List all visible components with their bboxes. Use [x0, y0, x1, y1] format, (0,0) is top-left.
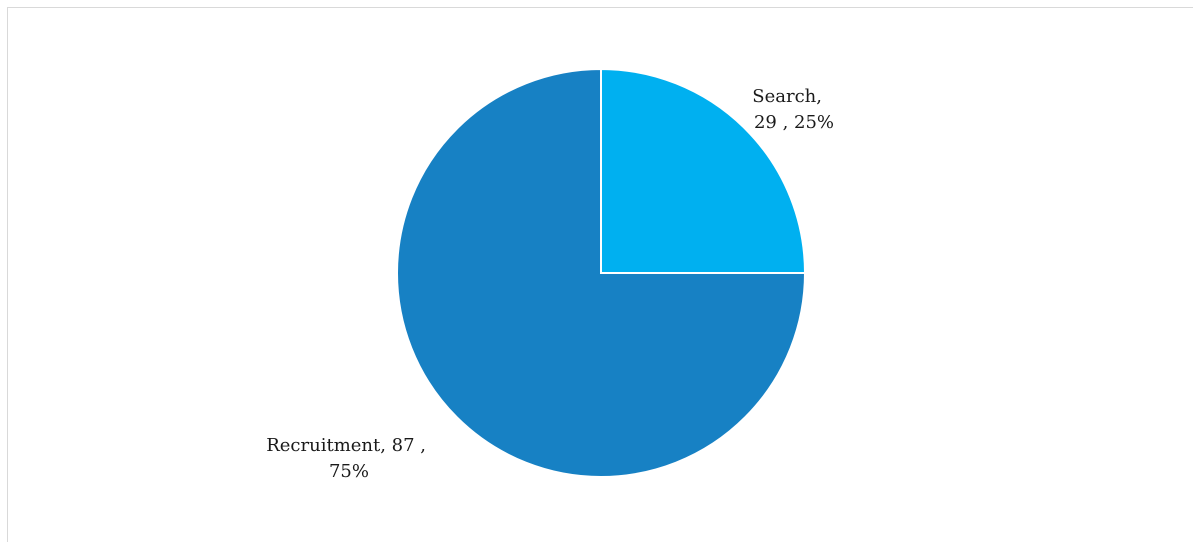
data-label-recruitment: Recruitment, 87 , 75%: [266, 435, 432, 482]
data-label-search: Search, 29 , 25%: [752, 86, 834, 133]
pie-slice-recruitment: [396, 67, 807, 478]
data-label-recruitment-line2: 75%: [329, 461, 369, 482]
data-label-search-line1: Search,: [752, 86, 822, 107]
pie-slices: [396, 67, 807, 478]
pie-slice-search: [600, 67, 807, 274]
data-label-search-line2: 29 , 25%: [754, 112, 834, 133]
data-label-recruitment-line1: Recruitment, 87 ,: [266, 435, 426, 456]
